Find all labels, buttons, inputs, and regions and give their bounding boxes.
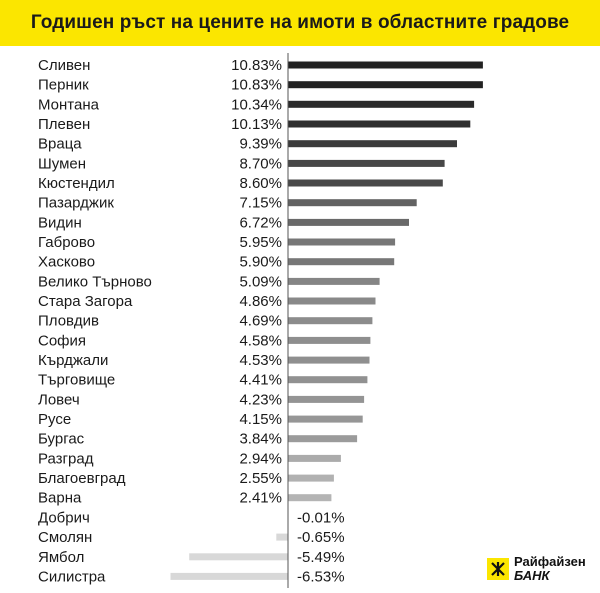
value-label: 4.41% xyxy=(239,372,282,389)
bar xyxy=(288,277,380,285)
value-label: 7.15% xyxy=(239,195,282,212)
bar xyxy=(288,317,373,325)
category-label: Стара Загора xyxy=(38,293,133,310)
category-label: Русе xyxy=(38,411,71,428)
bar xyxy=(288,376,368,384)
logo-subtitle: БАНК xyxy=(514,568,550,583)
category-label: Търговище xyxy=(38,372,115,389)
raiffeisen-logo: Райфайзен БАНК xyxy=(487,549,597,589)
category-label: София xyxy=(38,332,86,349)
chart-title: Годишен ръст на цените на имоти в област… xyxy=(30,12,570,33)
category-label: Кърджали xyxy=(38,352,108,369)
value-label: -5.49% xyxy=(297,549,345,566)
category-label: Бургас xyxy=(38,431,85,448)
logo-name: Райфайзен xyxy=(514,554,586,569)
value-label: 9.39% xyxy=(239,136,282,153)
value-label: 5.09% xyxy=(239,273,282,290)
bar xyxy=(288,395,365,403)
category-label: Ямбол xyxy=(38,549,84,566)
value-label: -6.53% xyxy=(297,568,345,585)
value-label: 3.84% xyxy=(239,431,282,448)
bar xyxy=(288,258,395,266)
category-label: Перник xyxy=(38,77,89,94)
bar xyxy=(288,120,471,128)
category-label: Видин xyxy=(38,214,82,231)
bar xyxy=(288,336,371,344)
bar xyxy=(288,474,334,482)
bar xyxy=(288,454,341,462)
bar xyxy=(170,572,288,580)
bar xyxy=(288,356,370,364)
category-label: Ловеч xyxy=(38,391,80,408)
category-label: Монтана xyxy=(38,96,100,113)
category-label: Враца xyxy=(38,136,82,153)
value-label: 10.34% xyxy=(231,96,282,113)
bar xyxy=(288,199,417,207)
category-label: Шумен xyxy=(38,155,86,172)
bar xyxy=(276,533,288,541)
bar xyxy=(288,238,396,246)
value-label: 10.83% xyxy=(231,77,282,94)
category-label: Разград xyxy=(38,450,94,467)
value-label: 10.83% xyxy=(231,57,282,74)
category-label: Смолян xyxy=(38,529,92,546)
category-label: Силистра xyxy=(38,568,106,585)
category-label: Хасково xyxy=(38,254,95,271)
value-label: 6.72% xyxy=(239,214,282,231)
category-label: Пловдив xyxy=(38,313,99,330)
bar xyxy=(288,81,483,89)
bar xyxy=(189,553,288,561)
bar xyxy=(288,159,445,167)
value-label: 4.15% xyxy=(239,411,282,428)
value-label: 8.70% xyxy=(239,155,282,172)
value-label: 4.86% xyxy=(239,293,282,310)
value-label: -0.65% xyxy=(297,529,345,546)
bar xyxy=(288,494,332,502)
value-label: 8.60% xyxy=(239,175,282,192)
value-label: 10.13% xyxy=(231,116,282,133)
bar xyxy=(288,435,358,443)
value-label: 5.90% xyxy=(239,254,282,271)
bar xyxy=(288,415,363,423)
value-label: 4.69% xyxy=(239,313,282,330)
bar xyxy=(288,100,475,108)
value-label: 2.41% xyxy=(239,490,282,507)
category-label: Кюстендил xyxy=(38,175,115,192)
category-label: Велико Търново xyxy=(38,273,152,290)
value-label: 4.58% xyxy=(239,332,282,349)
value-label: 4.23% xyxy=(239,391,282,408)
bar xyxy=(288,179,443,187)
category-label: Добрич xyxy=(38,509,90,526)
category-label: Благоевград xyxy=(38,470,126,487)
bar xyxy=(288,140,457,148)
bar xyxy=(288,218,409,226)
title-banner: Годишен ръст на цените на имоти в област… xyxy=(0,0,600,46)
value-label: 2.55% xyxy=(239,470,282,487)
category-label: Габрово xyxy=(38,234,95,251)
category-label: Варна xyxy=(38,490,82,507)
raiffeisen-cross-icon xyxy=(487,558,509,580)
value-label: -0.01% xyxy=(297,509,345,526)
bar xyxy=(288,297,376,305)
value-label: 2.94% xyxy=(239,450,282,467)
value-label: 5.95% xyxy=(239,234,282,251)
category-label: Сливен xyxy=(38,57,90,74)
category-label: Пазарджик xyxy=(38,195,114,212)
bar xyxy=(288,61,483,69)
category-label: Плевен xyxy=(38,116,90,133)
value-label: 4.53% xyxy=(239,352,282,369)
